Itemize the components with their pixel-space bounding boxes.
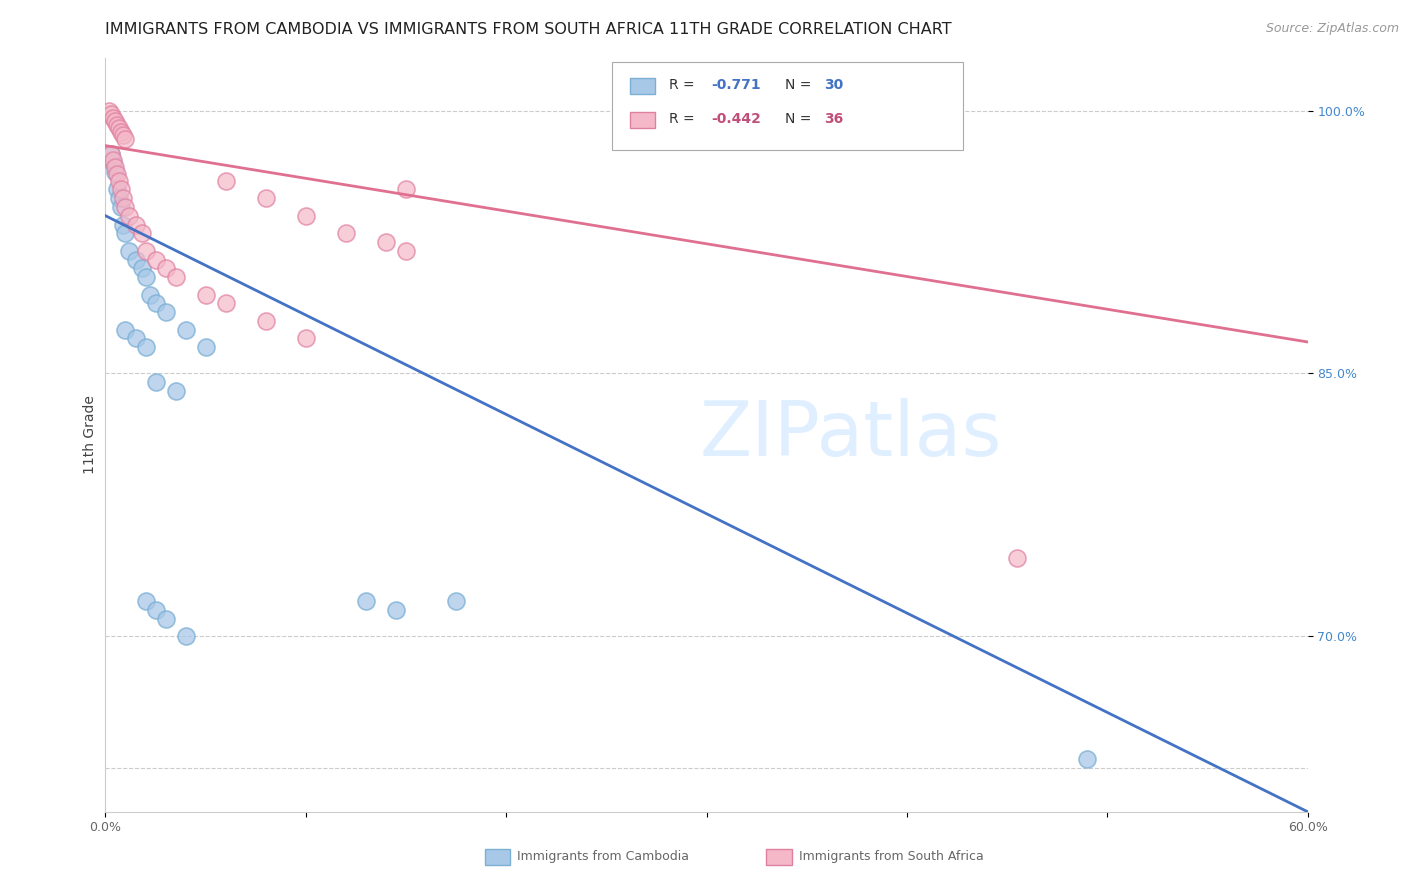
Point (110, 182, 132, 196)
Point (145, 252, 167, 267)
Point (254, 314, 277, 328)
Point (155, 612, 177, 626)
Point (155, 261, 177, 276)
Point (174, 629, 197, 643)
Text: 36: 36 (824, 112, 844, 126)
Text: N =: N = (785, 78, 815, 92)
Point (114, 323, 136, 337)
Point (374, 235, 398, 249)
Point (124, 331, 146, 345)
Point (135, 340, 157, 354)
Point (444, 594, 467, 608)
Point (254, 191, 277, 205)
Point (155, 305, 177, 319)
Y-axis label: 11th Grade: 11th Grade (83, 395, 97, 475)
Point (103, 156, 125, 170)
Point (118, 209, 141, 223)
Point (385, 603, 408, 617)
Point (124, 252, 146, 267)
Point (295, 209, 318, 223)
Point (110, 200, 132, 214)
Text: IMMIGRANTS FROM CAMBODIA VS IMMIGRANTS FROM SOUTH AFRICA 11TH GRADE CORRELATION : IMMIGRANTS FROM CAMBODIA VS IMMIGRANTS F… (105, 22, 952, 37)
Point (194, 287, 217, 301)
Point (100, 147, 122, 161)
Text: ZIPatlas: ZIPatlas (700, 398, 1002, 472)
Point (174, 323, 197, 337)
Text: Immigrants from South Africa: Immigrants from South Africa (799, 850, 983, 863)
Text: Source: ZipAtlas.com: Source: ZipAtlas.com (1265, 22, 1399, 36)
Point (395, 244, 418, 258)
Point (131, 261, 153, 276)
Text: -0.771: -0.771 (711, 78, 761, 92)
Point (107, 167, 129, 181)
Point (295, 331, 318, 345)
Point (114, 227, 136, 241)
Point (112, 218, 135, 232)
Text: Immigrants from Cambodia: Immigrants from Cambodia (517, 850, 689, 863)
Point (112, 191, 135, 205)
Point (108, 174, 131, 188)
Point (118, 244, 141, 258)
Point (104, 114, 127, 128)
Point (1005, 550, 1028, 565)
Point (100, 147, 122, 161)
Point (124, 218, 146, 232)
Point (145, 376, 167, 390)
Point (165, 384, 187, 398)
Point (108, 191, 131, 205)
Point (107, 182, 129, 196)
Point (104, 160, 127, 174)
Point (110, 125, 132, 139)
Point (145, 296, 167, 310)
Point (214, 296, 236, 310)
Point (145, 603, 167, 617)
Point (135, 594, 157, 608)
Point (354, 594, 377, 608)
Point (114, 131, 136, 145)
Point (214, 174, 236, 188)
Point (112, 128, 135, 142)
Point (194, 340, 217, 354)
Text: R =: R = (669, 78, 699, 92)
Point (103, 111, 125, 125)
Point (108, 121, 131, 136)
Point (103, 153, 125, 167)
Point (98, 103, 121, 118)
Text: 30: 30 (824, 78, 844, 92)
Text: N =: N = (785, 112, 815, 126)
Text: R =: R = (669, 112, 699, 126)
Point (395, 182, 418, 196)
Point (135, 270, 157, 285)
Point (104, 165, 127, 179)
Point (107, 118, 129, 132)
Text: -0.442: -0.442 (711, 112, 761, 126)
Point (131, 227, 153, 241)
Point (138, 287, 160, 301)
Point (100, 107, 122, 121)
Point (165, 270, 187, 285)
Point (335, 227, 357, 241)
Point (1076, 752, 1098, 766)
Point (114, 200, 136, 214)
Point (135, 244, 157, 258)
